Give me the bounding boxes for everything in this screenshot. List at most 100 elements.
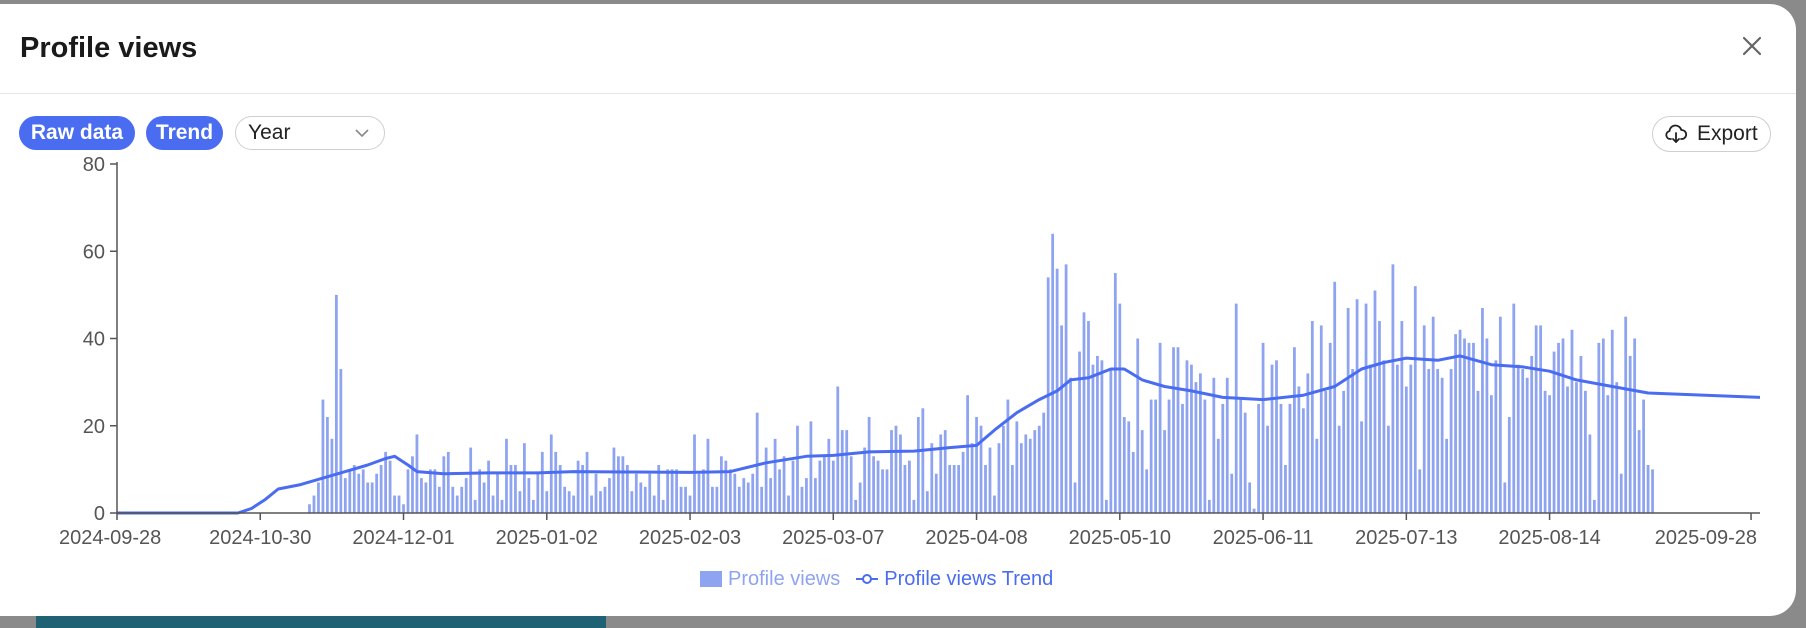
bar-mark	[1494, 360, 1498, 513]
bar-mark	[1019, 443, 1023, 513]
close-icon	[1742, 36, 1762, 56]
bar-mark	[1163, 430, 1166, 513]
bar-mark	[370, 482, 374, 513]
bar-mark	[1212, 377, 1216, 513]
trend-toggle[interactable]: Trend	[146, 116, 223, 150]
bar-mark	[1601, 338, 1605, 513]
bar-mark	[1422, 325, 1426, 513]
bar-mark	[585, 451, 589, 513]
legend-item-profile-views[interactable]: Profile views	[700, 568, 840, 591]
bar-mark	[903, 465, 907, 513]
bar-mark	[634, 473, 638, 513]
bar-mark	[357, 473, 361, 513]
bar-mark	[1261, 342, 1265, 513]
bar-mark	[867, 417, 871, 513]
bar-mark	[603, 486, 607, 513]
bar-mark	[554, 451, 558, 513]
bar-mark	[1064, 264, 1068, 513]
bar-mark	[1346, 307, 1350, 513]
bar-mark	[872, 456, 875, 513]
bar-mark	[1145, 469, 1149, 513]
bar-mark	[437, 486, 441, 513]
bar-mark	[478, 469, 482, 513]
bar-mark	[1248, 482, 1252, 513]
bar-mark	[930, 443, 934, 513]
bar-mark	[1418, 469, 1422, 513]
bar-mark	[782, 456, 786, 513]
bar-mark	[876, 460, 880, 513]
bar-mark	[312, 495, 316, 513]
bar-mark	[1610, 329, 1614, 513]
bar-mark	[1449, 369, 1453, 513]
bar-mark	[1319, 325, 1323, 513]
bar-mark	[675, 469, 678, 513]
bar-mark	[321, 399, 325, 513]
trend-line	[117, 354, 1761, 515]
chart-legend: Profile views Profile views Trend	[700, 564, 1053, 594]
bar-mark	[1140, 430, 1144, 513]
bar-mark	[326, 417, 329, 513]
bar-mark	[1306, 373, 1310, 513]
bar-mark	[487, 460, 490, 513]
bar-mark	[1530, 355, 1534, 513]
legend-label-profile-views: Profile views	[728, 567, 841, 590]
bar-mark	[1521, 369, 1525, 513]
bar-mark	[1404, 386, 1408, 513]
bar-mark	[411, 456, 414, 513]
bar-mark	[952, 465, 956, 513]
bar-mark	[1373, 290, 1377, 513]
bar-mark	[661, 499, 665, 513]
bar-mark	[1060, 325, 1064, 513]
bar-mark	[796, 425, 799, 513]
bar-mark	[581, 465, 584, 513]
bar-mark	[737, 486, 741, 513]
bar-mark	[1091, 364, 1095, 513]
bar-mark	[1507, 417, 1511, 513]
x-tick-label: 2025-03-07	[782, 527, 884, 549]
bar-mark	[957, 465, 961, 513]
bar-mark	[836, 386, 840, 513]
bar-mark	[1010, 465, 1014, 513]
export-button[interactable]: Export	[1652, 116, 1771, 152]
bar-mark	[393, 495, 396, 513]
bar-mark	[890, 430, 893, 513]
bar-mark	[657, 465, 661, 513]
bar-mark	[608, 478, 611, 513]
bar-mark	[1270, 364, 1274, 513]
bar-mark	[764, 447, 768, 513]
bar-mark	[791, 460, 795, 513]
bar-mark	[1543, 390, 1547, 513]
bar-mark	[1440, 377, 1444, 513]
bar-mark	[1324, 390, 1328, 513]
bar-mark	[1570, 329, 1574, 513]
bar-mark	[719, 456, 723, 513]
bar-mark	[1127, 421, 1131, 513]
bar-mark	[715, 486, 719, 513]
modal-title: Profile views	[20, 32, 198, 64]
bar-mark	[1015, 421, 1019, 513]
bar-mark	[728, 469, 732, 513]
bar-mark	[1615, 382, 1619, 513]
bar-mark	[863, 447, 867, 513]
bar-mark	[1525, 377, 1529, 513]
bar-mark	[1082, 312, 1086, 513]
bar-mark	[1104, 499, 1108, 513]
bar-mark	[599, 491, 602, 513]
raw-data-toggle[interactable]: Raw data	[19, 116, 135, 150]
bar-mark	[711, 486, 714, 513]
bar-mark	[348, 469, 352, 513]
y-tick-label: 20	[83, 416, 105, 438]
bar-mark	[523, 443, 526, 513]
bar-mark	[1078, 351, 1081, 513]
period-select[interactable]: Year	[235, 116, 385, 150]
bar-mark	[751, 473, 755, 513]
bar-mark	[1288, 403, 1292, 513]
bar-mark	[1087, 321, 1090, 513]
close-button[interactable]	[1736, 30, 1768, 62]
bar-mark	[594, 473, 598, 513]
bar-mark	[424, 482, 428, 513]
chart-toolbar: Raw data Trend Year Export	[0, 112, 1796, 152]
bar-mark	[1490, 395, 1493, 513]
legend-item-profile-views-trend[interactable]: Profile views Trend	[856, 568, 1053, 591]
bar-mark	[1566, 386, 1569, 513]
